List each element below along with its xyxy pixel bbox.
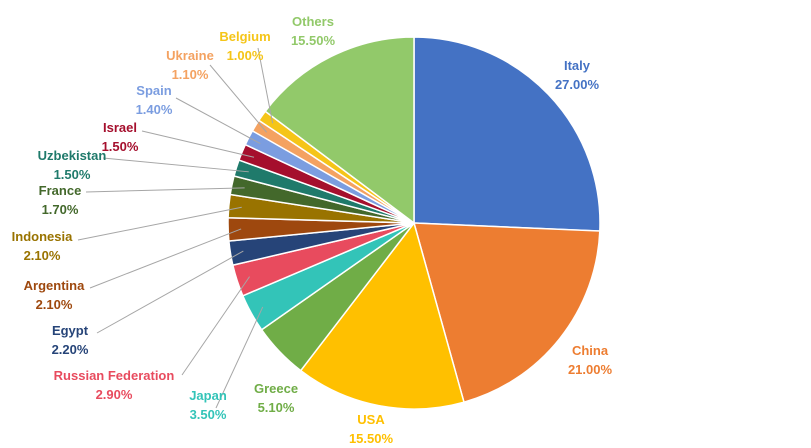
slice-label: China 21.00%	[568, 343, 613, 377]
slice-label: Egypt 2.20%	[52, 323, 89, 357]
slice-label-value: 1.50%	[102, 139, 139, 154]
slice-label: Uzbekistan 1.50%	[38, 148, 107, 182]
leader-line	[89, 228, 242, 289]
slice-label-name: Argentina	[24, 278, 85, 293]
slice-label: Russian Federation 2.90%	[54, 368, 175, 402]
slice-label-value: 2.90%	[96, 387, 133, 402]
slice-label: Israel 1.50%	[102, 120, 139, 154]
slice-label-value: 1.40%	[136, 102, 173, 117]
leader-line	[102, 157, 249, 173]
pie-slice-usa	[299, 221, 465, 410]
leader-line	[175, 97, 261, 145]
slice-label: USA 15.50%	[349, 412, 394, 446]
pie-slice-italy	[413, 36, 601, 232]
slice-label: France 1.70%	[39, 183, 82, 217]
pie-slices	[227, 36, 601, 410]
slice-label-name: Russian Federation	[54, 368, 175, 383]
slice-label-name: Japan	[189, 388, 227, 403]
pie-slice-others	[264, 36, 415, 225]
slice-label: Greece 5.10%	[254, 381, 298, 415]
slice-label-value: 1.50%	[54, 167, 91, 182]
slice-label-name: USA	[357, 412, 385, 427]
slice-label-value: 2.20%	[52, 342, 89, 357]
slice-label-value: 15.50%	[349, 431, 394, 446]
slice-label-value: 21.00%	[568, 362, 613, 377]
slice-label-name: Belgium	[219, 29, 270, 44]
slice-label-value: 2.10%	[24, 248, 61, 263]
leader-line	[85, 187, 245, 193]
slice-label: Belgium 1.00%	[219, 29, 270, 63]
leader-lines	[77, 47, 274, 409]
slice-label-value: 5.10%	[258, 400, 295, 415]
slice-label-name: Spain	[136, 83, 171, 98]
leader-line	[209, 64, 268, 133]
slice-label-value: 27.00%	[555, 77, 600, 92]
slice-label: Indonesia 2.10%	[12, 229, 73, 263]
leader-line	[77, 206, 242, 241]
leader-line	[96, 250, 244, 334]
slice-label-name: Italy	[564, 58, 591, 73]
slice-label-value: 15.50%	[291, 33, 336, 48]
slice-label: Ukraine 1.10%	[166, 48, 214, 82]
slice-label-name: China	[572, 343, 609, 358]
slice-label-name: Egypt	[52, 323, 89, 338]
slice-label-value: 3.50%	[190, 407, 227, 422]
slice-label-name: Uzbekistan	[38, 148, 107, 163]
slice-label-name: Israel	[103, 120, 137, 135]
slice-label-name: France	[39, 183, 82, 198]
slice-label-value: 1.70%	[42, 202, 79, 217]
leader-line	[215, 306, 264, 409]
slice-label-value: 2.10%	[36, 297, 73, 312]
slice-label: Others 15.50%	[291, 14, 336, 48]
slice-label-name: Greece	[254, 381, 298, 396]
slice-label-name: Indonesia	[12, 229, 73, 244]
slice-labels: Italy 27.00% China 21.00% USA 15.50% Greece 5.1…	[12, 14, 613, 446]
leader-line	[181, 276, 250, 376]
slice-label: Japan 3.50%	[189, 388, 227, 422]
leader-line	[257, 47, 274, 124]
leader-line	[141, 130, 255, 158]
slice-label: Spain 1.40%	[136, 83, 173, 117]
slice-label-value: 1.10%	[172, 67, 209, 82]
slice-label-name: Others	[292, 14, 334, 29]
pie-slice-china	[412, 222, 601, 404]
slice-label-name: Ukraine	[166, 48, 214, 63]
slice-label: Italy 27.00%	[555, 58, 600, 92]
slice-label-value: 1.00%	[227, 48, 264, 63]
slice-label: Argentina 2.10%	[24, 278, 85, 312]
